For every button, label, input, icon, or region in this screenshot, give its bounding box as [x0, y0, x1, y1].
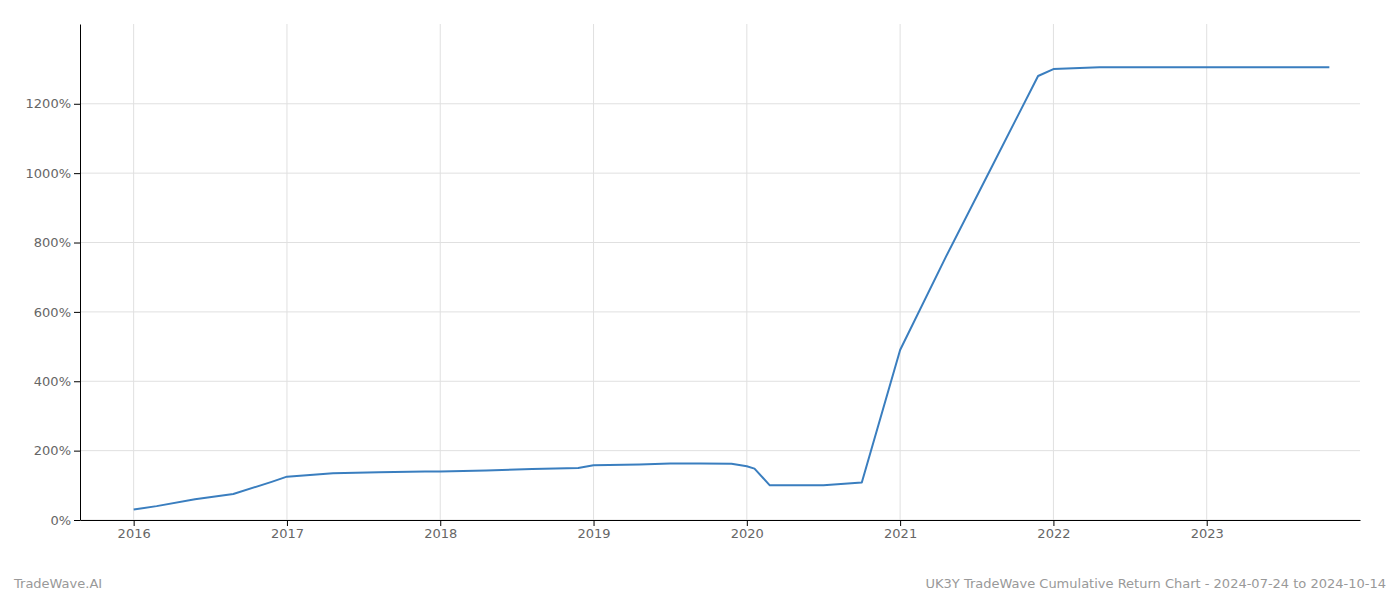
tick-mark [900, 520, 901, 526]
tick: 2017 [271, 520, 304, 541]
tick: 400% [34, 374, 80, 389]
title: UK3Y TradeWave Cumulative Return Chart -… [926, 576, 1386, 591]
tick-mark [74, 104, 80, 105]
tick-label: 200% [34, 443, 71, 458]
grid-line-x [746, 24, 747, 520]
tick-label: 1200% [26, 96, 71, 111]
tick: 0% [50, 513, 80, 528]
tick-label: 2021 [884, 526, 917, 541]
tick-mark [1207, 520, 1208, 526]
tick-label: 0% [50, 513, 71, 528]
tick-mark [74, 520, 80, 521]
tick-mark [747, 520, 748, 526]
axis-line [80, 25, 81, 521]
grid-line-y [80, 103, 1360, 104]
tick-mark [74, 243, 80, 244]
tick-mark [74, 451, 80, 452]
grid-line-x [900, 24, 901, 520]
tick-mark [74, 381, 80, 382]
tick-label: 600% [34, 305, 71, 320]
tick-label: 1000% [26, 166, 71, 181]
tick-label: 2018 [424, 526, 457, 541]
tick-label: 2022 [1037, 526, 1070, 541]
tick: 2022 [1037, 520, 1070, 541]
tick: 600% [34, 305, 80, 320]
tick: 1200% [26, 96, 80, 111]
grid-line-x [593, 24, 594, 520]
tick-label: 400% [34, 374, 71, 389]
watermark: TradeWave.AI [13, 576, 102, 591]
tick: 2020 [731, 520, 764, 541]
y-axis: 0% 200% 400% 600% 800% 1000% 1200% [26, 25, 81, 528]
grid-line-y [80, 242, 1360, 243]
tick-mark [134, 520, 135, 526]
axis-line [81, 520, 1361, 521]
tick: 2016 [118, 520, 151, 541]
grid-line-y [80, 450, 1360, 451]
tick: 2023 [1191, 520, 1224, 541]
tick-mark [1053, 520, 1054, 526]
tick-label: 2023 [1191, 526, 1224, 541]
tick-mark [74, 173, 80, 174]
grid-line-x [286, 24, 287, 520]
grid [80, 24, 1360, 520]
grid-line-y [80, 311, 1360, 312]
tick-label: 2016 [118, 526, 151, 541]
grid-line-x [1206, 24, 1207, 520]
tick: 800% [34, 235, 80, 250]
grid-line-x [133, 24, 134, 520]
line [134, 67, 1330, 509]
tick-mark [287, 520, 288, 526]
tick-label: 800% [34, 235, 71, 250]
tick-label: 2020 [731, 526, 764, 541]
tick: 2021 [884, 520, 917, 541]
grid-line-y [80, 381, 1360, 382]
grid-line-y [80, 173, 1360, 174]
chart: 2016 2017 2018 2019 2020 2021 2022 2023 0% 200% 40… [0, 0, 1400, 600]
tick-label: 2017 [271, 526, 304, 541]
grid-line-x [1053, 24, 1054, 520]
tick: 2018 [424, 520, 457, 541]
grid-line-y [80, 520, 1360, 521]
grid-line-x [440, 24, 441, 520]
tick-mark [74, 312, 80, 313]
tick: 2019 [577, 520, 610, 541]
marks [134, 67, 1330, 509]
x-axis: 2016 2017 2018 2019 2020 2021 2022 2023 [81, 520, 1361, 541]
plot: 2016 2017 2018 2019 2020 2021 2022 2023 0% 200% 40… [26, 24, 1361, 541]
tick-mark [440, 520, 441, 526]
tick-label: 2019 [577, 526, 610, 541]
tick-mark [594, 520, 595, 526]
tick: 200% [34, 443, 80, 458]
tick: 1000% [26, 166, 80, 181]
